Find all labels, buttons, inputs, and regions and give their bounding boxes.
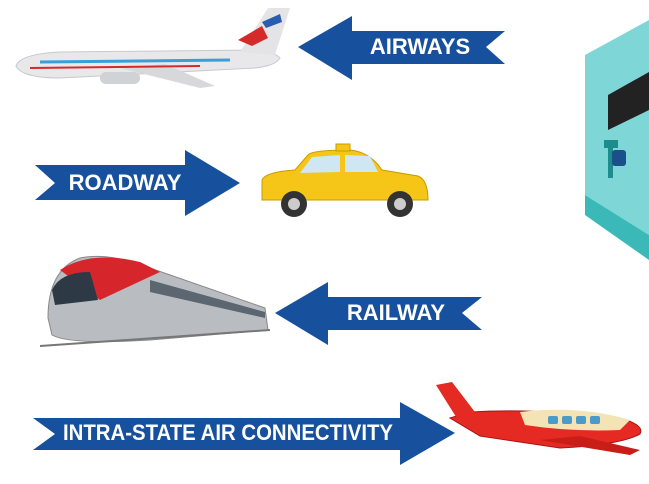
intra-state-arrow: INTRA-STATE AIR CONNECTIVITY (33, 402, 455, 465)
roadway-arrow: ROADWAY (35, 150, 240, 216)
taxi-illustration (262, 144, 428, 217)
arrow-label: AIRWAYS (370, 34, 470, 59)
train-illustration (40, 256, 270, 346)
airways-arrow: AIRWAYS (298, 16, 505, 80)
kiosk-illustration (585, 20, 649, 260)
arrow-label: ROADWAY (69, 170, 182, 195)
infographic: AIRWAYS ROADWAY RAILWAY INTRA-STATE AIR … (0, 0, 649, 484)
airliner-illustration (16, 8, 290, 88)
arrow-label: RAILWAY (347, 300, 446, 325)
railway-arrow: RAILWAY (275, 282, 482, 345)
prop-plane-illustration (436, 382, 641, 455)
arrow-label: INTRA-STATE AIR CONNECTIVITY (63, 420, 393, 445)
